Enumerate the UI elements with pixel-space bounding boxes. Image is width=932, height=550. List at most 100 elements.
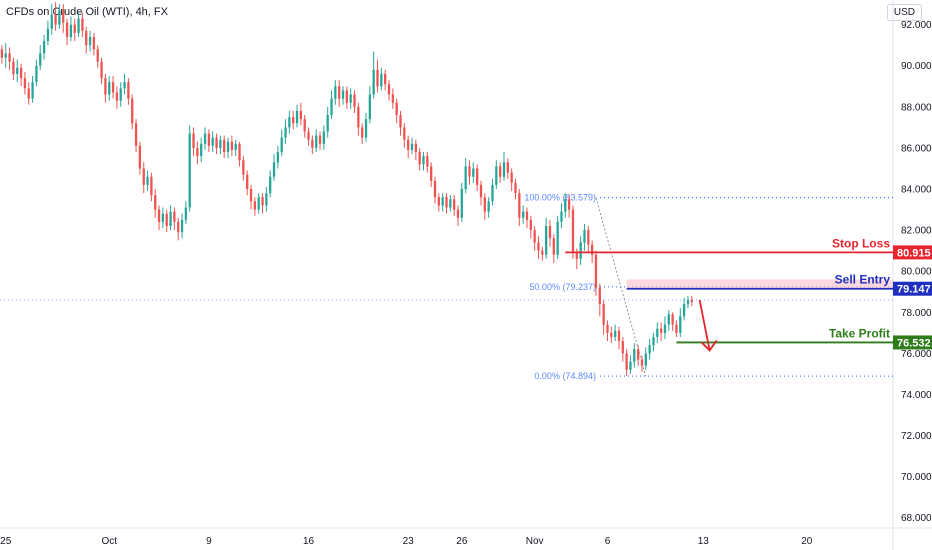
candle-body <box>215 137 218 148</box>
y-tick-label: 88.000 <box>901 102 932 113</box>
price-tag-2 <box>893 335 932 350</box>
candle-body <box>69 24 73 37</box>
candle-body <box>165 213 168 226</box>
candle-body <box>357 106 360 128</box>
candle-body <box>249 189 253 202</box>
candle-body <box>104 78 107 95</box>
candle-body <box>345 90 349 103</box>
fib-level-label: 100.00% (83.579) <box>524 193 596 203</box>
candle-body <box>414 143 417 153</box>
candle-body <box>12 61 15 74</box>
candle-body <box>188 133 191 208</box>
candle-body <box>571 209 575 253</box>
candle-body <box>349 94 352 103</box>
candle-body <box>510 172 513 183</box>
candle-body <box>169 211 172 226</box>
candle-body <box>115 92 119 101</box>
candle-body <box>564 199 567 212</box>
sell-zone <box>626 279 893 289</box>
level-name-1: Sell Entry <box>835 273 891 287</box>
candle-body <box>426 156 429 167</box>
candle-body <box>253 201 257 210</box>
candle-body <box>85 30 88 46</box>
candle-body <box>292 117 295 124</box>
candle-body <box>472 168 475 177</box>
candle-body <box>663 324 667 333</box>
candle-body <box>46 28 50 42</box>
y-tick-label: 72.000 <box>901 431 932 442</box>
candle-body <box>652 336 655 346</box>
candle-body <box>100 61 103 79</box>
y-tick-label: 90.000 <box>901 61 932 72</box>
candle-body <box>341 90 345 99</box>
candle-body <box>280 137 283 153</box>
candle-body <box>633 349 636 362</box>
candle-body <box>449 199 452 208</box>
candle-body <box>226 141 230 153</box>
candle-body <box>403 127 406 140</box>
x-tick-label: Nov <box>526 536 544 547</box>
y-tick-label: 84.000 <box>901 185 932 196</box>
candle-body <box>410 143 414 150</box>
candle-body <box>23 78 27 89</box>
candle-body <box>640 359 644 366</box>
candle-body <box>173 211 176 222</box>
candle-body <box>219 139 222 148</box>
candle-body <box>656 328 659 337</box>
candle-body <box>77 18 80 33</box>
candle-body <box>560 211 563 222</box>
candle-body <box>73 24 76 33</box>
candle-body <box>322 131 326 144</box>
candle-body <box>234 143 237 150</box>
candle-body <box>598 287 601 305</box>
candle-body <box>315 135 318 148</box>
candle-body <box>613 330 617 337</box>
candle-body <box>556 221 559 255</box>
candle-body <box>284 127 287 138</box>
candle-body <box>184 207 188 220</box>
candle-body <box>303 119 306 132</box>
candle-body <box>58 10 61 25</box>
candle-body <box>487 201 490 212</box>
candle-body <box>131 98 134 124</box>
candle-body <box>288 117 291 128</box>
candle-body <box>134 123 138 146</box>
candle-body <box>686 299 690 305</box>
y-tick-label: 74.000 <box>901 390 932 401</box>
candle-body <box>211 137 214 146</box>
x-tick-label: 20 <box>801 536 813 547</box>
candle-body <box>330 98 333 116</box>
candle-body <box>518 193 521 218</box>
candle-body <box>506 162 509 173</box>
candle-body <box>644 353 647 366</box>
candle-body <box>395 102 398 116</box>
candle-body <box>456 209 460 218</box>
candle-body <box>675 324 678 333</box>
candle-body <box>196 147 199 157</box>
candle-body <box>146 176 149 185</box>
price-tag-1 <box>893 281 932 296</box>
candle-body <box>39 53 42 66</box>
candle-body <box>35 65 38 83</box>
candle-body <box>19 67 23 79</box>
candle-body <box>430 166 433 181</box>
candle-body <box>272 162 276 177</box>
candle-body <box>502 162 506 177</box>
candle-body <box>318 135 322 144</box>
y-tick-label: 68.000 <box>901 513 932 524</box>
candle-body <box>276 152 280 163</box>
candle-body <box>464 166 467 190</box>
currency-selector[interactable]: USD <box>886 4 922 21</box>
candle-body <box>364 119 368 138</box>
candle-body <box>269 176 272 194</box>
candle-body <box>548 225 552 239</box>
candle-body <box>65 22 69 37</box>
candle-body <box>150 176 153 196</box>
price-tag-0 <box>893 245 932 260</box>
candle-body <box>460 189 463 218</box>
chart-title: CFDs on Crude Oil (WTI), 4h, FX <box>6 6 168 18</box>
candle-body <box>590 244 594 255</box>
candle-body <box>307 131 310 140</box>
candle-body <box>617 330 621 342</box>
